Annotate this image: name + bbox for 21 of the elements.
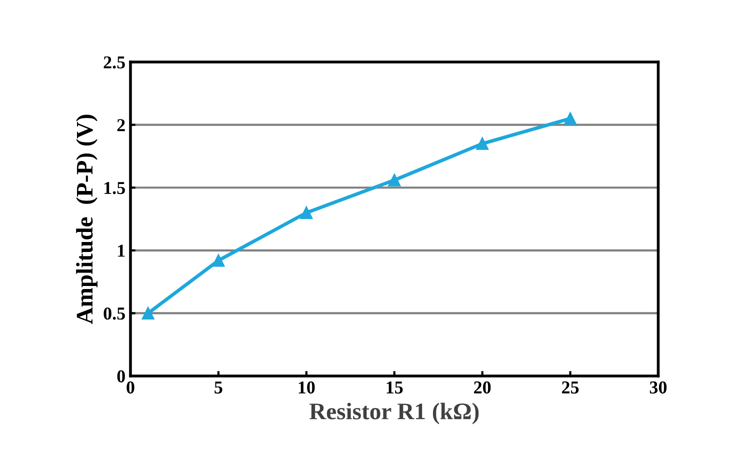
x-tick-label: 5 bbox=[214, 382, 222, 394]
y-axis-title: Amplitude (P-P) (V) bbox=[76, 114, 98, 324]
point bbox=[476, 137, 489, 150]
y-tick-label: 0.5 bbox=[104, 307, 125, 320]
x-axis-title: Resistor R1 (kΩ) bbox=[309, 402, 479, 424]
point bbox=[300, 206, 313, 219]
point bbox=[212, 254, 225, 267]
point bbox=[564, 112, 577, 125]
y-tick-label: 1.5 bbox=[104, 182, 125, 194]
x-tick-label: 25 bbox=[562, 381, 579, 394]
x-tick-label: 30 bbox=[650, 381, 667, 394]
y-tick-label: 2 bbox=[117, 119, 125, 132]
point bbox=[142, 306, 154, 320]
x-tick-label: 0 bbox=[126, 381, 134, 394]
x-tick-label: 15 bbox=[386, 381, 403, 394]
y-tick-label: 2.5 bbox=[104, 56, 125, 69]
y-tick-label: 0 bbox=[117, 370, 125, 382]
y-tick-label: 1 bbox=[118, 244, 125, 257]
point bbox=[388, 174, 401, 186]
x-tick-label: 20 bbox=[474, 381, 491, 394]
x-tick-label: 10 bbox=[298, 381, 315, 394]
